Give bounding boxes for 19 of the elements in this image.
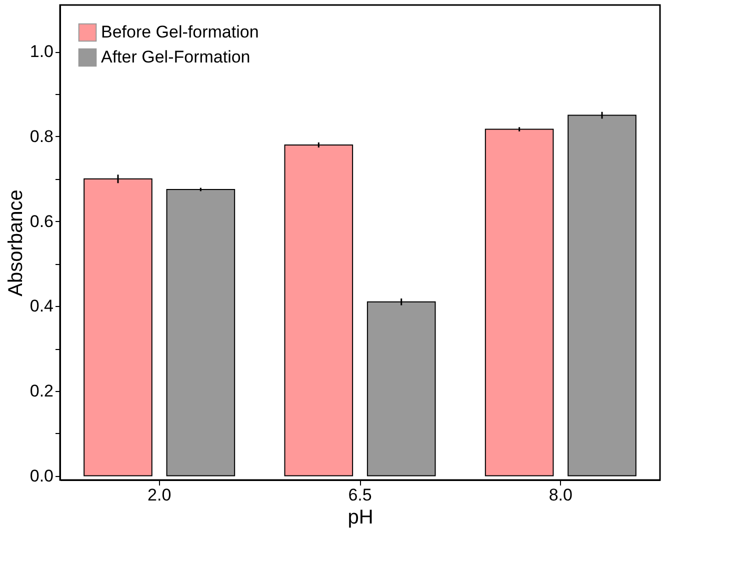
y-tick-label: 0.0 xyxy=(30,466,54,486)
y-tick-label: 0.2 xyxy=(30,381,54,400)
bar xyxy=(366,301,436,476)
legend-label: Before Gel-formation xyxy=(101,22,259,42)
y-tick-label: 0.6 xyxy=(30,212,54,231)
x-tick-label: 6.5 xyxy=(348,486,372,504)
x-tick-label: 8.0 xyxy=(548,486,572,504)
bar xyxy=(166,188,236,476)
bar xyxy=(484,128,554,476)
y-axis-title: Absorbance xyxy=(4,190,27,296)
x-tick-label: 2.0 xyxy=(148,486,172,504)
y-tick-label: 1.0 xyxy=(30,42,54,62)
bar xyxy=(284,144,354,476)
y-tick-label: 0.8 xyxy=(30,126,54,146)
bar xyxy=(568,114,636,476)
legend-label: After Gel-Formation xyxy=(101,48,250,66)
bar xyxy=(84,178,152,476)
x-axis-title: pH xyxy=(348,506,374,528)
y-tick-label: 0.4 xyxy=(30,296,54,316)
